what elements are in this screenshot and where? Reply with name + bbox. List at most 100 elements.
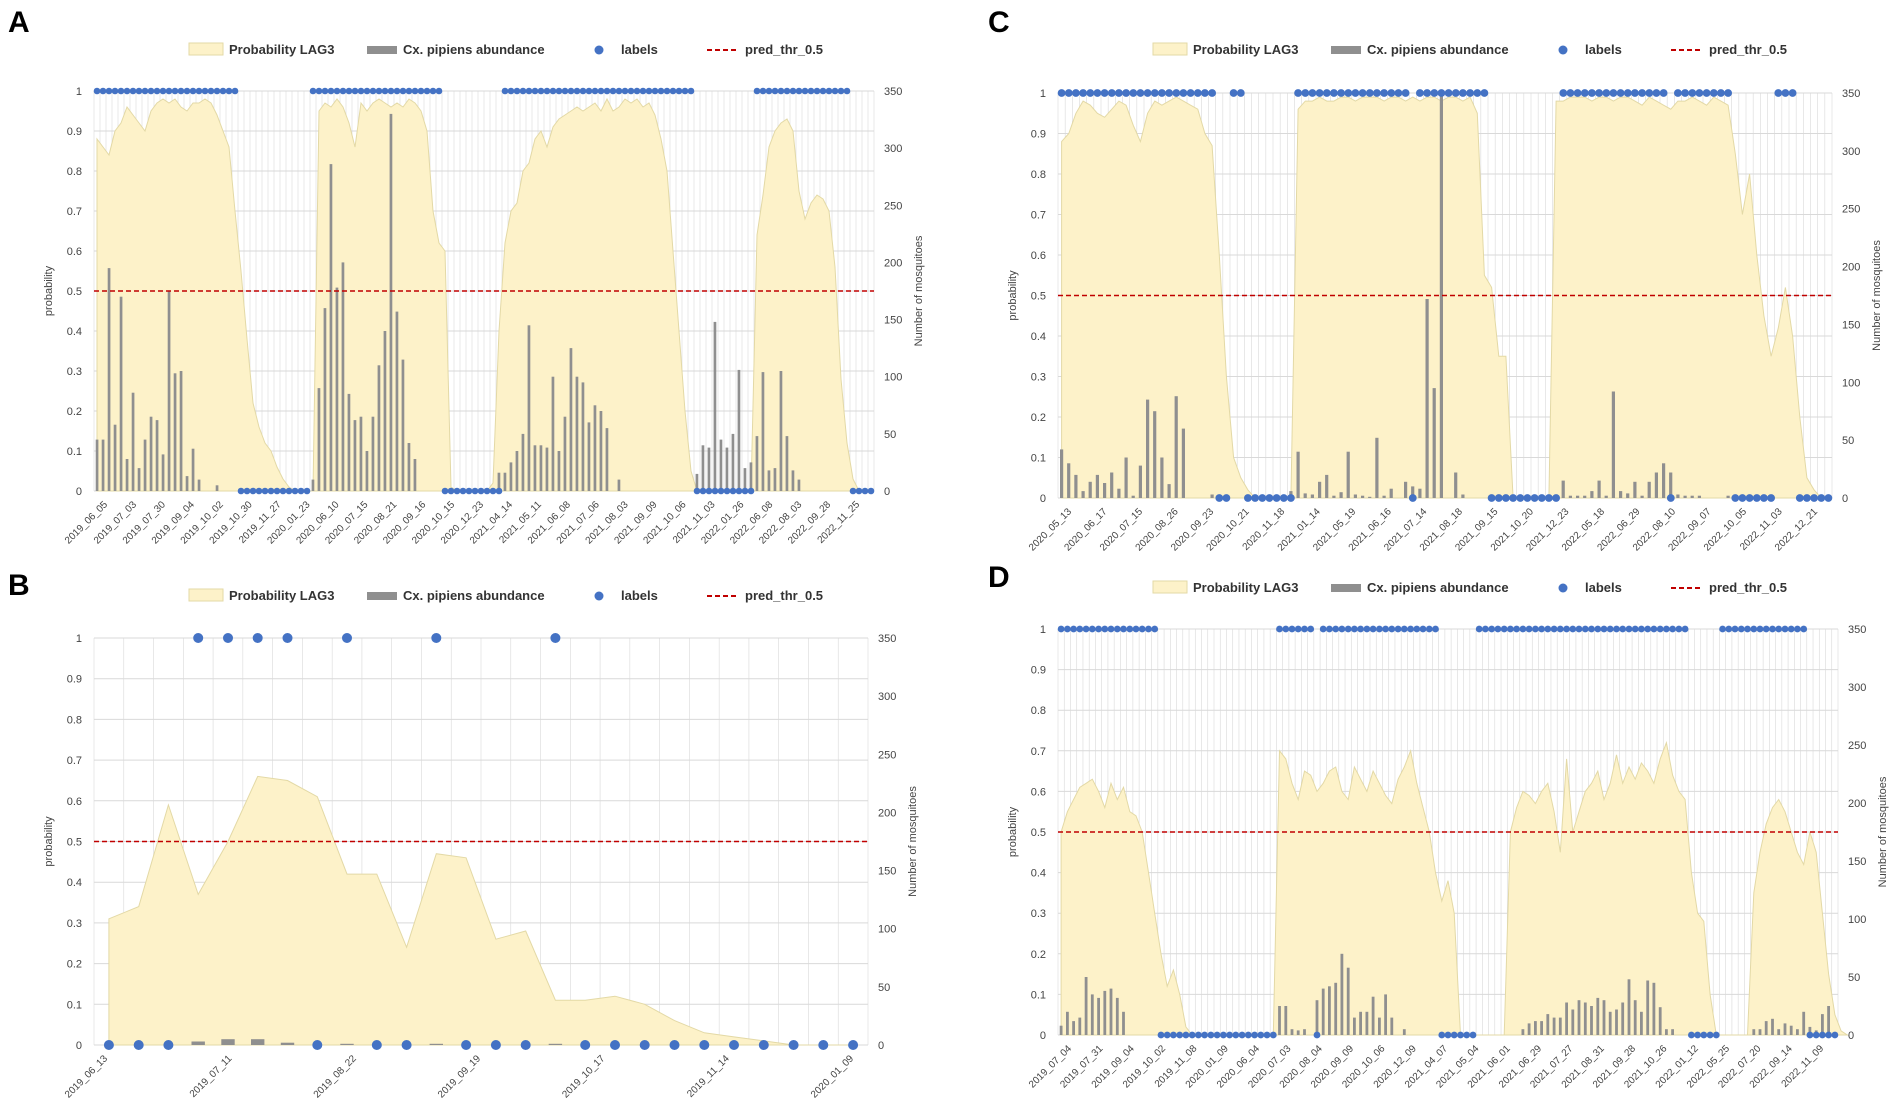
panel-letter-c: C — [988, 6, 1010, 39]
abundance-bar — [599, 411, 603, 491]
abundance-bar — [1382, 495, 1386, 498]
label-dot — [501, 87, 509, 95]
label-dot — [105, 87, 113, 95]
y-left-tick-label: 0.9 — [1031, 129, 1046, 141]
label-dot — [1188, 1031, 1196, 1039]
y-right-tick-label: 0 — [884, 486, 890, 498]
y-right-tick-label: 250 — [1848, 740, 1866, 752]
label-dot — [1738, 494, 1747, 502]
label-dot — [831, 87, 839, 95]
label-dot — [297, 487, 305, 495]
label-dot — [267, 487, 275, 495]
abundance-bar — [1758, 1029, 1762, 1035]
label-dot — [1480, 89, 1489, 97]
abundance-bars — [191, 1039, 563, 1045]
label-dot — [1313, 1031, 1321, 1039]
label-dot — [147, 87, 155, 95]
label-dot — [1781, 89, 1790, 97]
label-dot — [1215, 494, 1224, 502]
abundance-bar — [340, 1043, 354, 1045]
label-dot — [1276, 625, 1283, 633]
abundance-bar — [1117, 488, 1121, 498]
abundance-bar — [107, 268, 111, 491]
label-dot — [651, 87, 659, 95]
abundance-bar — [1340, 953, 1344, 1035]
label-dot — [1150, 89, 1159, 97]
abundance-bar — [1090, 994, 1094, 1035]
label-dot — [1257, 1031, 1265, 1039]
label-dot — [1831, 1031, 1839, 1039]
y-left-tick-label: 0.2 — [67, 959, 82, 971]
label-dot — [1136, 89, 1145, 97]
label-dot — [1537, 494, 1546, 502]
label-dot — [1745, 494, 1754, 502]
label-dot — [1625, 625, 1633, 633]
y-right-tick-label: 0 — [878, 1040, 884, 1052]
abundance-bar — [365, 451, 369, 491]
label-dot — [843, 87, 851, 95]
abundance-bar — [1088, 481, 1092, 498]
y-right-tick-label: 300 — [884, 143, 902, 155]
label-dot — [1088, 625, 1096, 633]
legend-swatch-abundance — [367, 592, 397, 600]
abundance-bar — [767, 470, 771, 491]
label-dot — [1301, 625, 1308, 633]
abundance-bar — [1103, 483, 1107, 498]
label-dot — [1694, 1031, 1701, 1039]
label-dot — [1794, 625, 1801, 633]
y-right-tick-label: 150 — [1842, 319, 1860, 331]
label-dot — [1151, 625, 1159, 633]
label-dot — [825, 87, 833, 95]
abundance-bar — [341, 262, 345, 491]
y-left-tick-label: 0 — [1040, 493, 1046, 505]
legend-label-threshold: pred_thr_0.5 — [1709, 42, 1787, 57]
abundance-bar — [1371, 996, 1375, 1035]
label-dot — [1064, 625, 1071, 633]
label-dot — [183, 87, 191, 95]
label-dot — [729, 1040, 739, 1050]
legend: Probability LAG3 Cx. pipiens abundance lab… — [1152, 42, 1787, 57]
y-left-tick-label: 0.4 — [1031, 868, 1046, 880]
label-dot — [1107, 625, 1115, 633]
label-dot — [369, 87, 377, 95]
label-dot — [1093, 89, 1102, 97]
label-dot — [1609, 89, 1618, 97]
label-dot — [1544, 625, 1552, 633]
label-dot — [1652, 89, 1661, 97]
abundance-bar — [1411, 486, 1415, 498]
label-dot — [1357, 625, 1364, 633]
label-dot — [1207, 1031, 1215, 1039]
abundance-bar — [1619, 491, 1623, 498]
abundance-bar — [1633, 1000, 1637, 1035]
label-dot — [93, 87, 101, 95]
y-left-tick-label: 0.8 — [67, 166, 82, 178]
y-left-axis-title: probability — [43, 816, 55, 867]
label-dot — [495, 487, 503, 495]
label-dot — [1138, 625, 1146, 633]
label-dot — [1182, 1031, 1190, 1039]
abundance-bar — [1590, 491, 1594, 498]
abundance-bar — [515, 451, 519, 491]
label-dot — [435, 87, 443, 95]
label-dot — [758, 1040, 769, 1050]
abundance-bar — [1310, 494, 1314, 498]
label-dot — [285, 487, 293, 495]
legend-label-abundance: Cx. pipiens abundance — [403, 588, 545, 603]
legend-swatch-abundance — [367, 46, 397, 54]
legend-swatch-probability — [1152, 580, 1188, 594]
legend-swatch-labels — [594, 591, 604, 601]
label-dot — [1656, 625, 1664, 633]
label-dot — [543, 87, 551, 95]
y-right-tick-label: 300 — [1842, 146, 1860, 158]
label-dot — [321, 87, 329, 95]
label-dot — [1581, 625, 1589, 633]
label-dot — [1575, 625, 1583, 633]
label-dot — [657, 87, 665, 95]
y-left-tick-label: 1 — [1040, 624, 1046, 636]
abundance-bar — [695, 473, 699, 491]
label-dot — [431, 633, 442, 643]
label-dot — [165, 87, 173, 95]
abundance-bar — [413, 459, 417, 491]
label-dot — [699, 1040, 710, 1050]
abundance-bar — [1122, 1011, 1125, 1035]
